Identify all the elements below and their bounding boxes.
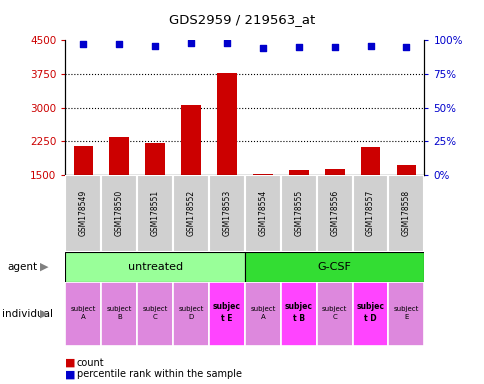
Bar — [101, 175, 137, 252]
Text: subjec
t D: subjec t D — [356, 302, 384, 323]
Bar — [388, 282, 424, 346]
Bar — [65, 252, 244, 282]
Text: subject
C: subject C — [321, 306, 347, 319]
Point — [294, 44, 302, 50]
Text: individual: individual — [2, 309, 53, 319]
Text: ▶: ▶ — [40, 262, 49, 272]
Bar — [181, 105, 200, 175]
Point — [79, 41, 87, 47]
Bar — [137, 282, 173, 346]
Point — [223, 40, 230, 46]
Bar — [280, 175, 316, 252]
Text: subject
B: subject B — [106, 306, 132, 319]
Point — [258, 45, 266, 51]
Point — [366, 43, 374, 49]
Bar — [288, 170, 308, 175]
Bar — [316, 282, 352, 346]
Point — [187, 40, 195, 46]
Bar — [360, 147, 379, 175]
Bar — [101, 282, 137, 346]
Text: GSM178555: GSM178555 — [294, 190, 302, 236]
Text: GSM178556: GSM178556 — [330, 190, 338, 236]
Text: ■: ■ — [65, 358, 76, 368]
Text: subject
E: subject E — [393, 306, 418, 319]
Text: GSM178549: GSM178549 — [79, 190, 88, 236]
Bar — [173, 175, 209, 252]
Point — [151, 43, 159, 49]
Bar — [217, 73, 236, 175]
Bar — [280, 282, 316, 346]
Bar — [209, 175, 244, 252]
Bar — [109, 137, 129, 175]
Text: subjec
t B: subjec t B — [284, 302, 312, 323]
Bar — [388, 175, 424, 252]
Bar — [145, 143, 165, 175]
Bar — [324, 169, 344, 175]
Text: percentile rank within the sample: percentile rank within the sample — [76, 369, 241, 379]
Bar — [396, 165, 415, 175]
Bar — [65, 175, 101, 252]
Text: GSM178553: GSM178553 — [222, 190, 231, 236]
Bar — [352, 282, 388, 346]
Bar — [244, 282, 280, 346]
Bar — [244, 175, 280, 252]
Text: subject
A: subject A — [250, 306, 275, 319]
Bar — [209, 282, 244, 346]
Text: untreated: untreated — [127, 262, 182, 272]
Text: GSM178551: GSM178551 — [151, 190, 159, 236]
Text: GSM178554: GSM178554 — [258, 190, 267, 236]
Text: subject
D: subject D — [178, 306, 203, 319]
Point — [330, 44, 338, 50]
Text: GSM178557: GSM178557 — [365, 190, 374, 236]
Text: GSM178552: GSM178552 — [186, 190, 195, 236]
Text: GSM178558: GSM178558 — [401, 190, 410, 236]
Bar — [173, 282, 209, 346]
Bar — [74, 146, 93, 175]
Point — [115, 41, 123, 47]
Text: GDS2959 / 219563_at: GDS2959 / 219563_at — [169, 13, 315, 26]
Bar — [244, 252, 424, 282]
Text: agent: agent — [7, 262, 37, 272]
Text: ■: ■ — [65, 369, 76, 379]
Bar — [316, 175, 352, 252]
Point — [402, 44, 409, 50]
Text: subjec
t E: subjec t E — [212, 302, 241, 323]
Text: G-CSF: G-CSF — [317, 262, 351, 272]
Bar — [65, 282, 101, 346]
Text: GSM178550: GSM178550 — [115, 190, 123, 236]
Text: subject
A: subject A — [71, 306, 96, 319]
Text: subject
C: subject C — [142, 306, 167, 319]
Text: ▶: ▶ — [40, 309, 49, 319]
Bar — [137, 175, 173, 252]
Bar — [352, 175, 388, 252]
Text: count: count — [76, 358, 104, 368]
Bar — [253, 174, 272, 175]
